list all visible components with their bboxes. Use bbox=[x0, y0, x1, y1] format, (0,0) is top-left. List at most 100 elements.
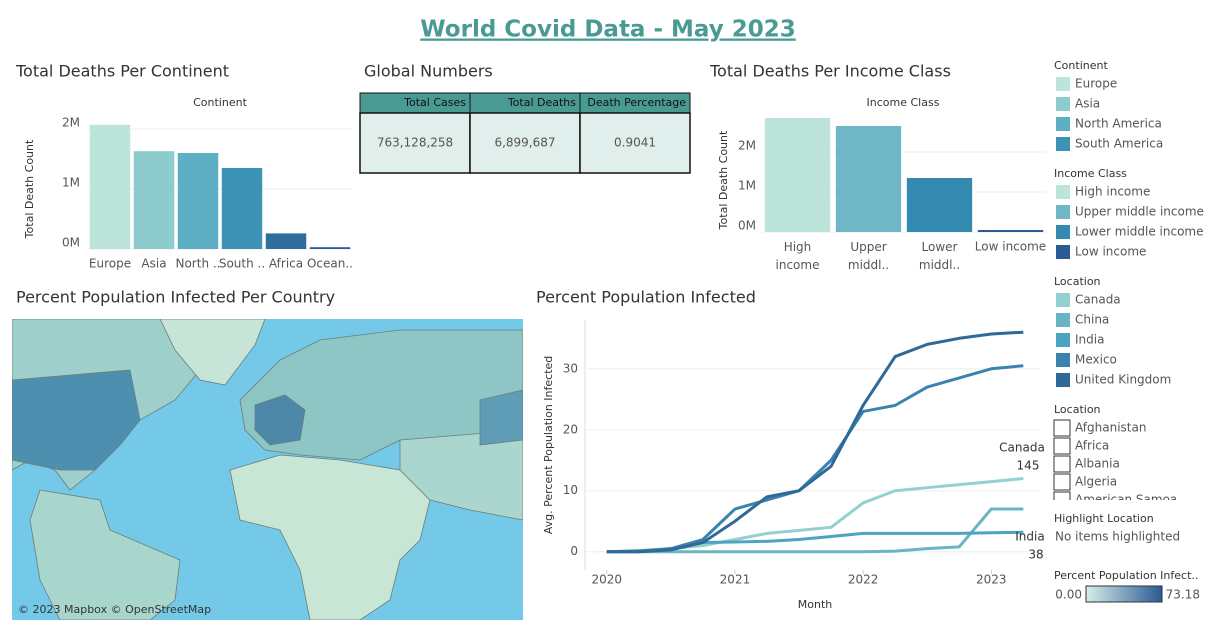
color-ramp bbox=[1085, 585, 1163, 603]
legend-label[interactable]: Europe bbox=[1075, 77, 1117, 91]
table-cell bbox=[579, 112, 691, 174]
annotation-value: 145 bbox=[1017, 459, 1040, 473]
x-tick-label: Low income bbox=[975, 240, 1046, 254]
legend-swatch[interactable] bbox=[1056, 225, 1070, 239]
annotation-label: Canada bbox=[999, 441, 1045, 455]
legend-swatch[interactable] bbox=[1056, 77, 1070, 91]
map-title: Percent Population Infected Per Country bbox=[16, 288, 335, 307]
color-legend-max: 73.18 bbox=[1166, 588, 1200, 602]
x-tick-label: 2023 bbox=[976, 573, 1007, 587]
filter-item[interactable]: Africa bbox=[1075, 439, 1109, 453]
legend-label[interactable]: North America bbox=[1075, 117, 1162, 131]
filter-title: Location bbox=[1054, 403, 1101, 416]
bar[interactable] bbox=[133, 151, 175, 249]
x-tick-label: Ocean.. bbox=[307, 257, 353, 271]
bar[interactable] bbox=[764, 118, 831, 232]
dashboard-title: World Covid Data - May 2023 bbox=[420, 17, 795, 43]
legend-label[interactable]: Mexico bbox=[1075, 353, 1117, 367]
y-tick-label: 2M bbox=[62, 116, 80, 130]
bar[interactable] bbox=[906, 178, 973, 232]
legend-label[interactable]: United Kingdom bbox=[1075, 373, 1171, 387]
filter-item[interactable]: Albania bbox=[1075, 457, 1120, 471]
checkbox[interactable] bbox=[1053, 455, 1071, 473]
legend-swatch[interactable] bbox=[1056, 137, 1070, 151]
table-value: 0.9041 bbox=[614, 136, 656, 150]
bar[interactable] bbox=[835, 126, 902, 232]
annotation-value: 38 bbox=[1028, 548, 1043, 562]
x-tick-label: High income bbox=[776, 240, 820, 272]
table-cell bbox=[469, 112, 581, 174]
line-series[interactable] bbox=[606, 330, 1024, 554]
legend-swatch[interactable] bbox=[1056, 97, 1070, 111]
x-tick-label: Upper middl.. bbox=[848, 240, 889, 272]
bar[interactable] bbox=[221, 168, 263, 249]
y-tick-label: 20 bbox=[563, 422, 578, 436]
legend-swatch[interactable] bbox=[1056, 373, 1070, 387]
highlight-title: Highlight Location bbox=[1054, 512, 1154, 525]
legend-label[interactable]: China bbox=[1075, 313, 1109, 327]
filter-item[interactable]: Afghanistan bbox=[1075, 421, 1146, 435]
annotation-label: India bbox=[1015, 530, 1044, 544]
legend-label[interactable]: High income bbox=[1075, 185, 1150, 199]
legend-label[interactable]: Canada bbox=[1075, 293, 1121, 307]
color-legend-min: 0.00 bbox=[1055, 588, 1082, 602]
y-tick-label: 1M bbox=[738, 179, 756, 193]
legend-swatch[interactable] bbox=[1056, 333, 1070, 347]
checkbox[interactable] bbox=[1053, 473, 1071, 491]
legend-label[interactable]: Lower middle income bbox=[1075, 225, 1204, 239]
legend-title: Income Class bbox=[1054, 167, 1127, 180]
checkbox[interactable] bbox=[1053, 491, 1071, 508]
legend-label[interactable]: Asia bbox=[1075, 97, 1100, 111]
filter-item[interactable]: American Samoa bbox=[1075, 493, 1177, 507]
y-tick-label: 2M bbox=[738, 139, 756, 153]
table-cell bbox=[359, 112, 471, 174]
legend-swatch[interactable] bbox=[1056, 353, 1070, 367]
x-axis-title: Month bbox=[798, 598, 833, 611]
map-attribution: © 2023 Mapbox © OpenStreetMap bbox=[18, 603, 211, 616]
legend-swatch[interactable] bbox=[1056, 205, 1070, 219]
bar[interactable] bbox=[265, 233, 307, 249]
line-series[interactable] bbox=[606, 507, 1024, 554]
table-header: Total Cases bbox=[403, 96, 466, 109]
bar[interactable] bbox=[177, 153, 219, 249]
bar[interactable] bbox=[309, 247, 351, 249]
y-tick-label: 0 bbox=[570, 544, 578, 558]
y-tick-label: 0M bbox=[62, 236, 80, 250]
filter-items: Afghanistan Africa Albania Algeria American … bbox=[1053, 419, 1177, 508]
table-header: Total Deaths bbox=[507, 96, 576, 109]
land bbox=[12, 319, 523, 620]
legend-title: Continent bbox=[1054, 59, 1108, 72]
checkbox[interactable] bbox=[1053, 437, 1071, 455]
color-legend-title: Percent Population Infect.. bbox=[1054, 569, 1198, 582]
y-tick-label: 0M bbox=[738, 219, 756, 233]
table-value: 763,128,258 bbox=[377, 136, 453, 150]
x-tick-label: South .. bbox=[219, 257, 265, 271]
table-value: 6,899,687 bbox=[494, 136, 555, 150]
legend-swatch[interactable] bbox=[1056, 185, 1070, 199]
y-axis-title: Total Death Count bbox=[717, 130, 730, 230]
legend-swatch[interactable] bbox=[1056, 293, 1070, 307]
bar[interactable] bbox=[89, 124, 131, 249]
legend-label[interactable]: Low income bbox=[1075, 245, 1146, 259]
bar[interactable] bbox=[977, 230, 1044, 232]
line-series[interactable] bbox=[606, 477, 1024, 554]
x-tick-label: 2021 bbox=[720, 573, 751, 587]
table-header: Death Percentage bbox=[587, 96, 686, 109]
line-series[interactable] bbox=[606, 364, 1024, 554]
checkbox[interactable] bbox=[1053, 419, 1071, 437]
filter-item[interactable]: Algeria bbox=[1075, 475, 1117, 489]
map[interactable]: © 2023 Mapbox © OpenStreetMap bbox=[12, 319, 523, 620]
chart-title: Total Deaths Per Continent bbox=[15, 62, 229, 81]
legend-title: Location bbox=[1054, 275, 1101, 288]
legend-swatch[interactable] bbox=[1056, 117, 1070, 131]
legend-label[interactable]: India bbox=[1075, 333, 1104, 347]
legend-label[interactable]: Upper middle income bbox=[1075, 205, 1204, 219]
legend-label[interactable]: South America bbox=[1075, 137, 1163, 151]
x-tick-label: Lower middl.. bbox=[919, 240, 960, 272]
filter-list: Afghanistan Africa Albania Algeria American … bbox=[1053, 419, 1177, 508]
highlight-text[interactable]: No items highlighted bbox=[1055, 530, 1180, 544]
legend-swatch[interactable] bbox=[1056, 245, 1070, 259]
x-tick-label: 2022 bbox=[848, 573, 879, 587]
legend-swatch[interactable] bbox=[1056, 313, 1070, 327]
